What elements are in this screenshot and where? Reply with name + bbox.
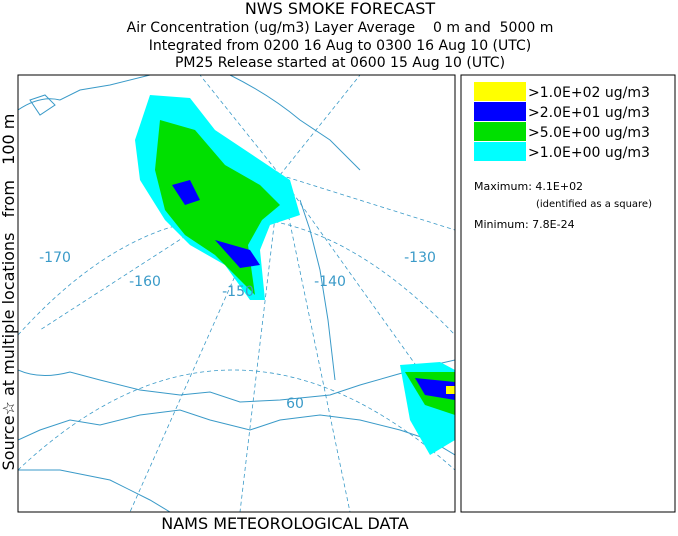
title: NWS SMOKE FORECAST bbox=[245, 0, 436, 18]
longitude-label: -150 bbox=[222, 284, 254, 300]
legend-swatch bbox=[474, 82, 526, 101]
longitude-label: -170 bbox=[39, 250, 71, 266]
longitude-label: -160 bbox=[129, 274, 161, 290]
subtitle: Integrated from 0200 16 Aug to 0300 16 A… bbox=[149, 38, 532, 54]
side-label: Source☆ at multiple locations from 100 m bbox=[0, 114, 18, 471]
legend-label: >1.0E+00 ug/m3 bbox=[528, 145, 650, 161]
coastline bbox=[18, 75, 455, 512]
latitude-label: 60 bbox=[286, 396, 304, 412]
legend-swatch bbox=[474, 102, 526, 121]
map-labels: -170 -160 -150 -140 -130 60 bbox=[39, 250, 436, 412]
smoke-plume bbox=[135, 95, 455, 455]
legend-swatch bbox=[474, 122, 526, 141]
legend-label: >1.0E+02 ug/m3 bbox=[528, 85, 650, 101]
longitude-label: -140 bbox=[314, 274, 346, 290]
minimum: Minimum: 7.8E-24 bbox=[474, 218, 575, 231]
legend-label: >2.0E+01 ug/m3 bbox=[528, 105, 650, 121]
legend-swatch bbox=[474, 142, 526, 161]
legend-label: >5.0E+00 ug/m3 bbox=[528, 125, 650, 141]
map-frame bbox=[17, 74, 456, 513]
maximum-note: (identified as a square) bbox=[536, 199, 652, 210]
legend: Maximum: 4.1E+02 (identified as a square… bbox=[460, 74, 676, 513]
maximum: Maximum: 4.1E+02 bbox=[474, 180, 583, 193]
longitude-label: -130 bbox=[404, 250, 436, 266]
footer: NAMS METEOROLOGICAL DATA bbox=[161, 514, 409, 532]
map: -170 -160 -150 -140 -130 60 bbox=[17, 74, 456, 513]
legend-frame bbox=[460, 74, 676, 513]
subtitle: Air Concentration (ug/m3) Layer Average … bbox=[127, 20, 554, 36]
subtitle: PM25 Release started at 0600 15 Aug 10 (… bbox=[175, 55, 505, 71]
